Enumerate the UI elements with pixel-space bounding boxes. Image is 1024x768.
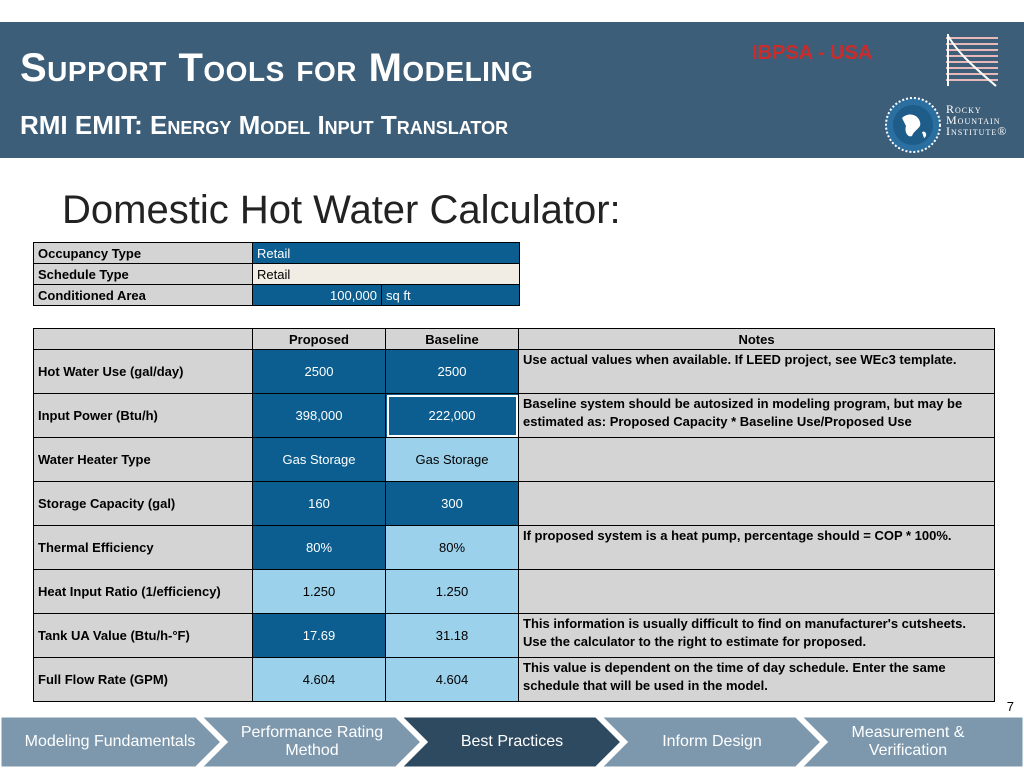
ibpsa-logo-icon bbox=[938, 32, 1002, 88]
row-label: Full Flow Rate (GPM) bbox=[33, 657, 253, 702]
input-row-schedule: Schedule Type Retail bbox=[33, 263, 520, 285]
slide-header: Support Tools for Modeling RMI EMIT: Ene… bbox=[0, 22, 1024, 158]
row-label: Thermal Efficiency bbox=[33, 525, 253, 570]
table-header-row: Proposed Baseline Notes bbox=[33, 328, 995, 350]
chevron-shape-3 bbox=[597, 716, 825, 768]
table-row: Water Heater Type Gas Storage Gas Storag… bbox=[33, 437, 995, 482]
baseline-cell[interactable]: 300 bbox=[385, 481, 519, 526]
baseline-cell[interactable]: 31.18 bbox=[385, 613, 519, 658]
note-cell: This information is usually difficult to… bbox=[518, 613, 995, 658]
proposed-cell[interactable]: 160 bbox=[252, 481, 386, 526]
row-label: Tank UA Value (Btu/h-°F) bbox=[33, 613, 253, 658]
input-row-area: Conditioned Area 100,000 sq ft bbox=[33, 284, 520, 306]
table-row: Storage Capacity (gal) 160 300 bbox=[33, 481, 995, 526]
chevron-shape-1 bbox=[197, 716, 425, 768]
chevron-shape-0 bbox=[0, 716, 225, 768]
ibpsa-logo-text: IBPSA - USA bbox=[752, 42, 873, 64]
rmi-logo-text: Rocky Mountain Institute® bbox=[946, 102, 1008, 138]
calculator-table: Proposed Baseline Notes Hot Water Use (g… bbox=[33, 328, 995, 702]
schedule-type-cell[interactable]: Retail bbox=[252, 263, 520, 285]
note-cell: This value is dependent on the time of d… bbox=[518, 657, 995, 702]
note-cell: Use actual values when available. If LEE… bbox=[518, 349, 995, 394]
globe-icon bbox=[885, 97, 941, 153]
header-blank bbox=[33, 328, 253, 350]
chevron-shape-4 bbox=[797, 716, 1024, 768]
page-number: 7 bbox=[1006, 699, 1014, 714]
slide-subtitle: RMI EMIT: Energy Model Input Translator bbox=[20, 110, 509, 140]
proposed-cell[interactable]: 17.69 bbox=[252, 613, 386, 658]
rmi-line-3: Institute® bbox=[946, 124, 1008, 138]
input-table: Occupancy Type Retail Schedule Type Reta… bbox=[33, 242, 520, 306]
occupancy-label: Occupancy Type bbox=[33, 242, 253, 264]
table-row: Hot Water Use (gal/day) 2500 2500 Use ac… bbox=[33, 349, 995, 394]
area-label: Conditioned Area bbox=[33, 284, 253, 306]
row-label: Storage Capacity (gal) bbox=[33, 481, 253, 526]
area-unit: sq ft bbox=[381, 284, 520, 306]
baseline-cell[interactable]: 80% bbox=[385, 525, 519, 570]
row-label: Hot Water Use (gal/day) bbox=[33, 349, 253, 394]
slide-title: Support Tools for Modeling bbox=[20, 46, 534, 90]
nav-inform-design[interactable]: Inform Design bbox=[662, 733, 762, 750]
note-cell: If proposed system is a heat pump, perce… bbox=[518, 525, 995, 570]
footer-chevrons bbox=[0, 716, 1024, 768]
table-row: Tank UA Value (Btu/h-°F) 17.69 31.18 Thi… bbox=[33, 613, 995, 658]
proposed-cell[interactable]: 1.250 bbox=[252, 569, 386, 614]
table-row: Input Power (Btu/h) 398,000 222,000 Base… bbox=[33, 393, 995, 438]
row-label: Input Power (Btu/h) bbox=[33, 393, 253, 438]
nav-best-practices[interactable]: Best Practices bbox=[460, 733, 564, 750]
note-cell bbox=[518, 437, 995, 482]
note-cell: Baseline system should be autosized in m… bbox=[518, 393, 995, 438]
baseline-cell[interactable]: 4.604 bbox=[385, 657, 519, 702]
nav-performance-rating-method[interactable]: Performance Rating Method bbox=[240, 724, 384, 759]
note-cell bbox=[518, 481, 995, 526]
table-row: Thermal Efficiency 80% 80% If proposed s… bbox=[33, 525, 995, 570]
conditioned-area-input[interactable]: 100,000 bbox=[252, 284, 382, 306]
input-row-occupancy: Occupancy Type Retail bbox=[33, 242, 520, 264]
row-label: Water Heater Type bbox=[33, 437, 253, 482]
baseline-cell[interactable]: 1.250 bbox=[385, 569, 519, 614]
header-baseline: Baseline bbox=[385, 328, 519, 350]
baseline-cell-selected[interactable]: 222,000 bbox=[385, 393, 519, 438]
proposed-cell[interactable]: 80% bbox=[252, 525, 386, 570]
header-notes: Notes bbox=[518, 328, 995, 350]
baseline-cell[interactable]: Gas Storage bbox=[385, 437, 519, 482]
proposed-cell[interactable]: 4.604 bbox=[252, 657, 386, 702]
nav-modeling-fundamentals[interactable]: Modeling Fundamentals bbox=[24, 733, 196, 750]
table-row: Full Flow Rate (GPM) 4.604 4.604 This va… bbox=[33, 657, 995, 702]
baseline-cell[interactable]: 2500 bbox=[385, 349, 519, 394]
footer-nav: Modeling Fundamentals Performance Rating… bbox=[0, 716, 1024, 768]
rmi-line-1: Rocky bbox=[946, 102, 982, 116]
proposed-cell[interactable]: 2500 bbox=[252, 349, 386, 394]
chevron-shape-2 bbox=[397, 716, 625, 768]
nav-measurement-verification[interactable]: Measurement & Verification bbox=[851, 724, 965, 759]
table-row: Heat Input Ratio (1/efficiency) 1.250 1.… bbox=[33, 569, 995, 614]
proposed-cell[interactable]: Gas Storage bbox=[252, 437, 386, 482]
proposed-cell[interactable]: 398,000 bbox=[252, 393, 386, 438]
note-cell bbox=[518, 569, 995, 614]
occupancy-type-select[interactable]: Retail bbox=[252, 242, 520, 264]
page-heading: Domestic Hot Water Calculator: bbox=[62, 188, 621, 232]
header-proposed: Proposed bbox=[252, 328, 386, 350]
row-label: Heat Input Ratio (1/efficiency) bbox=[33, 569, 253, 614]
rmi-line-2: Mountain bbox=[946, 113, 1001, 127]
schedule-label: Schedule Type bbox=[33, 263, 253, 285]
